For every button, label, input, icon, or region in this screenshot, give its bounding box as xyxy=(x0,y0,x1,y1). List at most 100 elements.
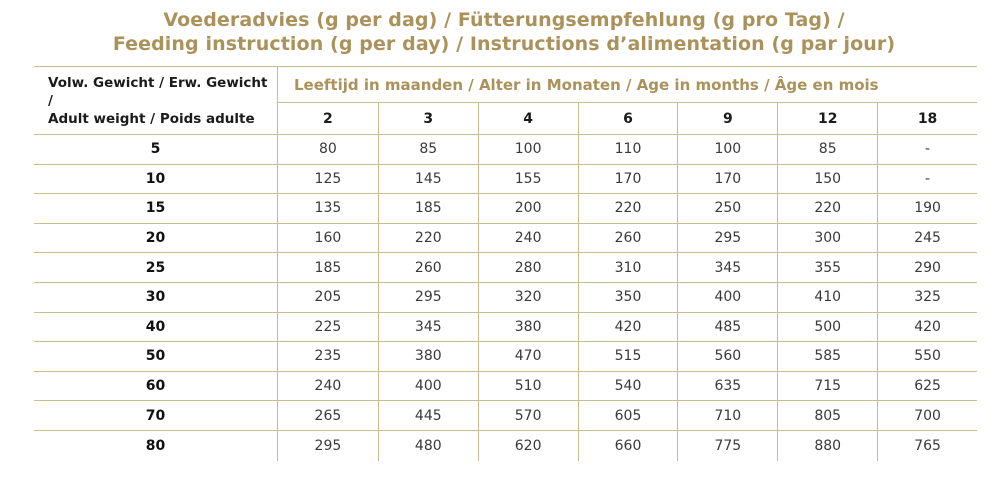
row-weight-label: 15 xyxy=(34,194,278,223)
feeding-amount-cell: 540 xyxy=(577,371,678,401)
feeding-amount-cell: 325 xyxy=(877,282,977,312)
feeding-amount-cell: 295 xyxy=(377,282,478,312)
feeding-amount-cell: 570 xyxy=(477,401,578,430)
feeding-amount-cell: 145 xyxy=(377,164,478,194)
feeding-amount-cell: 295 xyxy=(314,437,342,454)
table-row: 10 125 145 155 170 170 150- xyxy=(34,164,977,195)
feeding-amount-cell: 515 xyxy=(577,342,678,371)
feeding-amount-cell: 170 xyxy=(677,164,777,194)
feeding-amount-cell: 420 xyxy=(577,312,678,342)
feeding-amount-cell: 240 xyxy=(477,223,578,253)
feeding-amount-cell: 715 xyxy=(777,371,877,401)
feeding-amount-cell: 345 xyxy=(677,253,777,282)
feeding-amount-cell: 660 xyxy=(577,430,678,461)
feeding-amount-cell: 765 xyxy=(877,430,977,461)
row-weight-label: 5 xyxy=(34,135,278,164)
feeding-amount-cell: 250 xyxy=(677,194,777,223)
feeding-amount-cell: - xyxy=(877,135,977,164)
row-weight-label: 70 xyxy=(34,401,278,430)
feeding-amount-cell: 380 xyxy=(477,312,578,342)
feeding-amount-cell: 310 xyxy=(577,253,678,282)
row-weight-label: 60 xyxy=(34,371,278,401)
age-column-header: 18 xyxy=(877,103,977,134)
feeding-amount-cell: 445 xyxy=(377,401,478,430)
table-row: 60 240 400 510 540 635 715 625 xyxy=(34,371,977,402)
feeding-amount-cell: 185 xyxy=(314,259,342,276)
table-row: 80 295 480 620 660 775 880 765 xyxy=(34,430,977,461)
feeding-amount-cell: 485 xyxy=(677,312,777,342)
age-column-header: 6 xyxy=(577,103,678,134)
row-weight-label: 80 xyxy=(34,430,278,461)
feeding-amount-cell: 480 xyxy=(377,430,478,461)
age-column-header: 3 xyxy=(377,103,478,134)
age-column-header: 2 xyxy=(323,110,333,127)
feeding-amount-cell: 345 xyxy=(377,312,478,342)
feeding-amount-cell: 775 xyxy=(677,430,777,461)
feeding-amount-cell: - xyxy=(877,164,977,194)
age-column-header: 9 xyxy=(677,103,777,134)
feeding-amount-cell: 260 xyxy=(377,253,478,282)
weight-header-line-1: Volw. Gewicht / Erw. Gewicht / xyxy=(48,74,268,109)
feeding-table: Volw. Gewicht / Erw. Gewicht / Adult wei… xyxy=(34,66,977,461)
feeding-amount-cell: 265 xyxy=(314,407,342,424)
table-body: 5 80 85 100 110 100 85-10 125 145 155 170 170 150-15… xyxy=(34,135,977,461)
feeding-amount-cell: 245 xyxy=(877,223,977,253)
weight-header-cell: Volw. Gewicht / Erw. Gewicht / Adult wei… xyxy=(34,67,278,134)
feeding-amount-cell: 410 xyxy=(777,282,877,312)
feeding-amount-cell: 635 xyxy=(677,371,777,401)
table-row: 25 185 260 280 310 345 355 290 xyxy=(34,253,977,283)
feeding-amount-cell: 470 xyxy=(477,342,578,371)
feeding-amount-cell: 585 xyxy=(777,342,877,371)
table-row: 20 160 220 240 260 295 300 245 xyxy=(34,223,977,254)
feeding-amount-cell: 380 xyxy=(377,342,478,371)
feeding-amount-cell: 280 xyxy=(477,253,578,282)
feeding-amount-cell: 880 xyxy=(777,430,877,461)
feeding-amount-cell: 510 xyxy=(477,371,578,401)
feeding-amount-cell: 500 xyxy=(777,312,877,342)
feeding-amount-cell: 805 xyxy=(777,401,877,430)
row-weight-label: 10 xyxy=(34,164,278,194)
feeding-amount-cell: 710 xyxy=(677,401,777,430)
feeding-amount-cell: 550 xyxy=(877,342,977,371)
feeding-table-header: Volw. Gewicht / Erw. Gewicht / Adult wei… xyxy=(34,66,977,135)
feeding-amount-cell: 350 xyxy=(577,282,678,312)
age-column-header: 4 xyxy=(477,103,578,134)
row-weight-label: 25 xyxy=(34,253,278,282)
feeding-amount-cell: 85 xyxy=(377,135,478,164)
feeding-amount-cell: 125 xyxy=(314,170,342,187)
feeding-amount-cell: 320 xyxy=(477,282,578,312)
row-weight-label: 20 xyxy=(34,223,278,253)
feeding-amount-cell: 220 xyxy=(377,223,478,253)
feeding-amount-cell: 160 xyxy=(314,230,342,247)
page-title: Voederadvies (g per dag) / Fütterungsemp… xyxy=(0,8,1008,56)
feeding-amount-cell: 625 xyxy=(877,371,977,401)
row-weight-label: 40 xyxy=(34,312,278,342)
feeding-amount-cell: 170 xyxy=(577,164,678,194)
feeding-amount-cell: 80 xyxy=(319,141,337,158)
table-row: 50 235 380 470 515 560 585 550 xyxy=(34,342,977,372)
feeding-amount-cell: 225 xyxy=(314,318,342,335)
feeding-amount-cell: 110 xyxy=(577,135,678,164)
feeding-amount-cell: 220 xyxy=(577,194,678,223)
feeding-amount-cell: 200 xyxy=(477,194,578,223)
feeding-amount-cell: 155 xyxy=(477,164,578,194)
weight-header-line-2: Adult weight / Poids adulte xyxy=(48,110,255,127)
feeding-amount-cell: 150 xyxy=(777,164,877,194)
feeding-amount-cell: 260 xyxy=(577,223,678,253)
feeding-amount-cell: 400 xyxy=(677,282,777,312)
feeding-amount-cell: 300 xyxy=(777,223,877,253)
age-header-band: Leeftijd in maanden / Alter in Monaten /… xyxy=(278,67,977,103)
page-title-line-2: Feeding instruction (g per day) / Instru… xyxy=(112,33,896,55)
age-column-header: 12 xyxy=(777,103,877,134)
feeding-amount-cell: 185 xyxy=(377,194,478,223)
row-weight-label: 50 xyxy=(34,342,278,371)
feeding-amount-cell: 295 xyxy=(677,223,777,253)
feeding-amount-cell: 560 xyxy=(677,342,777,371)
feeding-amount-cell: 135 xyxy=(314,200,342,217)
table-row: 40 225 345 380 420 485 500 420 xyxy=(34,312,977,343)
feeding-amount-cell: 205 xyxy=(314,289,342,306)
table-row: 15 135 185 200 220 250 220 190 xyxy=(34,194,977,224)
feeding-amount-cell: 100 xyxy=(677,135,777,164)
feeding-amount-cell: 235 xyxy=(314,348,342,365)
feeding-amount-cell: 420 xyxy=(877,312,977,342)
